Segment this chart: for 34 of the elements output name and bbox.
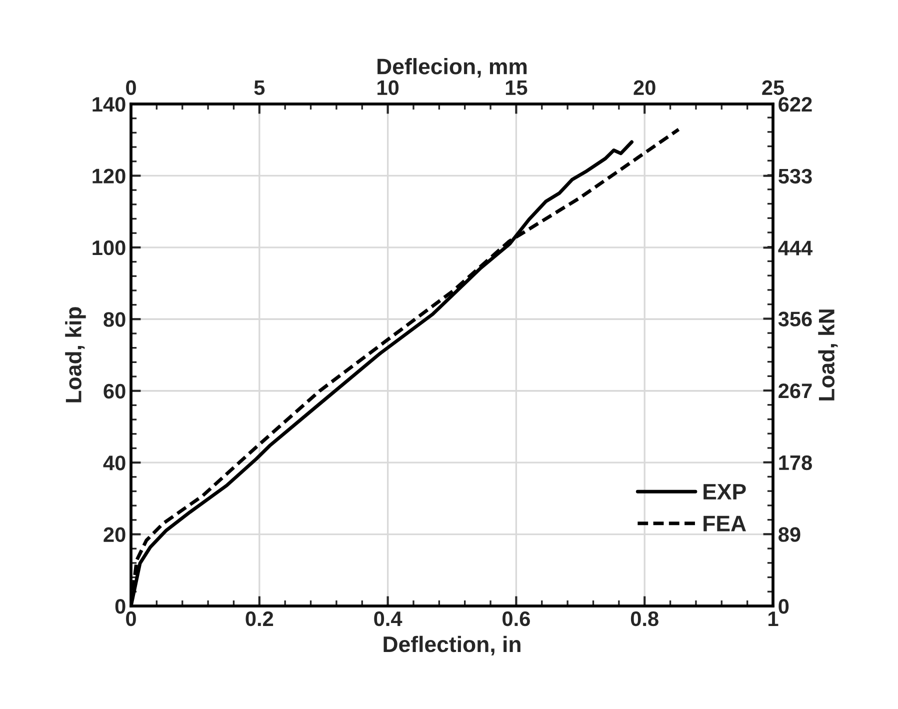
x-tick-label: 0.8 (630, 611, 658, 626)
y-tick-label: 80 (104, 312, 126, 327)
x2-tick-label: 25 (762, 80, 784, 96)
y-axis-title: Load, kip (65, 307, 86, 402)
y-tick-label: 40 (103, 456, 126, 470)
x2-tick-label: 10 (378, 80, 399, 96)
y2-tick-label: 622 (778, 97, 812, 112)
y-tick-label: 140 (92, 97, 126, 112)
y-tick-label: 20 (104, 527, 126, 542)
x2-tick-label: 20 (634, 80, 656, 96)
y2-axis-title: Load, kN (818, 310, 838, 400)
y-tick-label: 60 (104, 384, 126, 399)
x2-axis-title: Deflecion, mm (378, 58, 527, 78)
x2-tick-label: 15 (506, 80, 528, 96)
y-tick-label: 120 (92, 168, 126, 184)
y-tick-label: 0 (115, 599, 126, 614)
y2-tick-label: 533 (778, 168, 812, 184)
legend-label: FEA (704, 516, 746, 532)
y2-tick-label: 356 (778, 312, 812, 326)
y2-tick-label: 444 (778, 240, 813, 256)
x2-tick-label: 0 (126, 80, 136, 96)
x-tick-label: 0 (126, 611, 136, 626)
y2-tick-label: 89 (778, 527, 800, 542)
legend-label: EXP (704, 484, 746, 500)
x-tick-label: 0.2 (246, 611, 274, 626)
y2-tick-label: 267 (778, 384, 812, 398)
x-tick-label: 0.4 (374, 611, 402, 626)
y2-tick-label: 0 (778, 599, 789, 614)
x-tick-label: 1 (768, 612, 778, 626)
x-tick-label: 0.6 (502, 611, 530, 626)
y-tick-label: 100 (92, 240, 126, 256)
x-axis-title: Deflection, in (384, 636, 520, 656)
y2-tick-label: 178 (779, 455, 812, 470)
x2-tick-label: 5 (254, 80, 265, 96)
